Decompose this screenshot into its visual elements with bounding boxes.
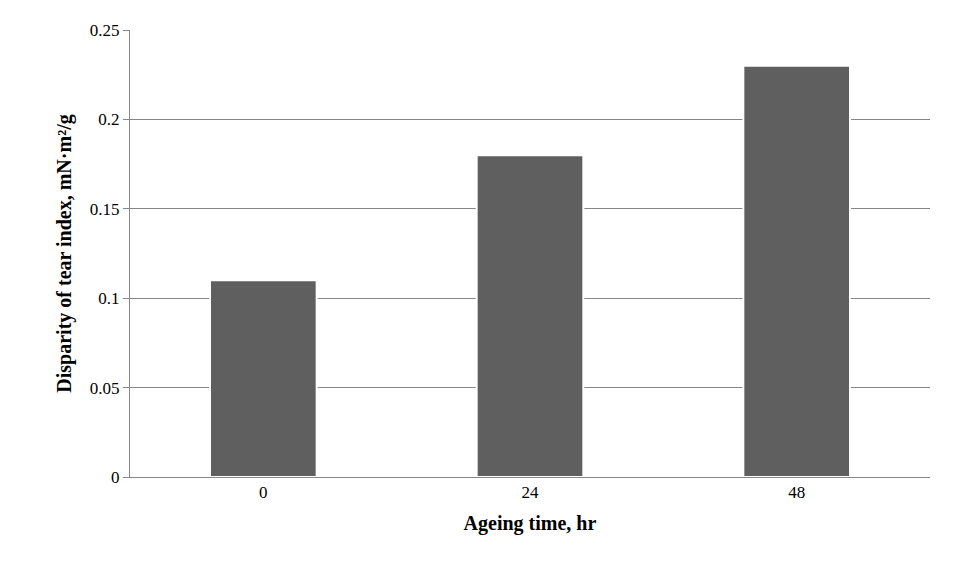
svg-text:0.25: 0.25 [90, 21, 120, 40]
svg-text:Ageing time, hr: Ageing time, hr [464, 512, 597, 535]
svg-text:0.2: 0.2 [98, 110, 119, 129]
svg-text:0: 0 [259, 483, 268, 502]
svg-text:48: 48 [788, 483, 805, 502]
svg-text:0.05: 0.05 [90, 379, 120, 398]
svg-text:24: 24 [522, 483, 540, 502]
svg-text:Disparity of tear index, mN·m²: Disparity of tear index, mN·m²/g [53, 114, 76, 392]
svg-text:0.15: 0.15 [90, 200, 120, 219]
svg-text:0.1: 0.1 [98, 289, 119, 308]
svg-text:0: 0 [111, 468, 120, 487]
